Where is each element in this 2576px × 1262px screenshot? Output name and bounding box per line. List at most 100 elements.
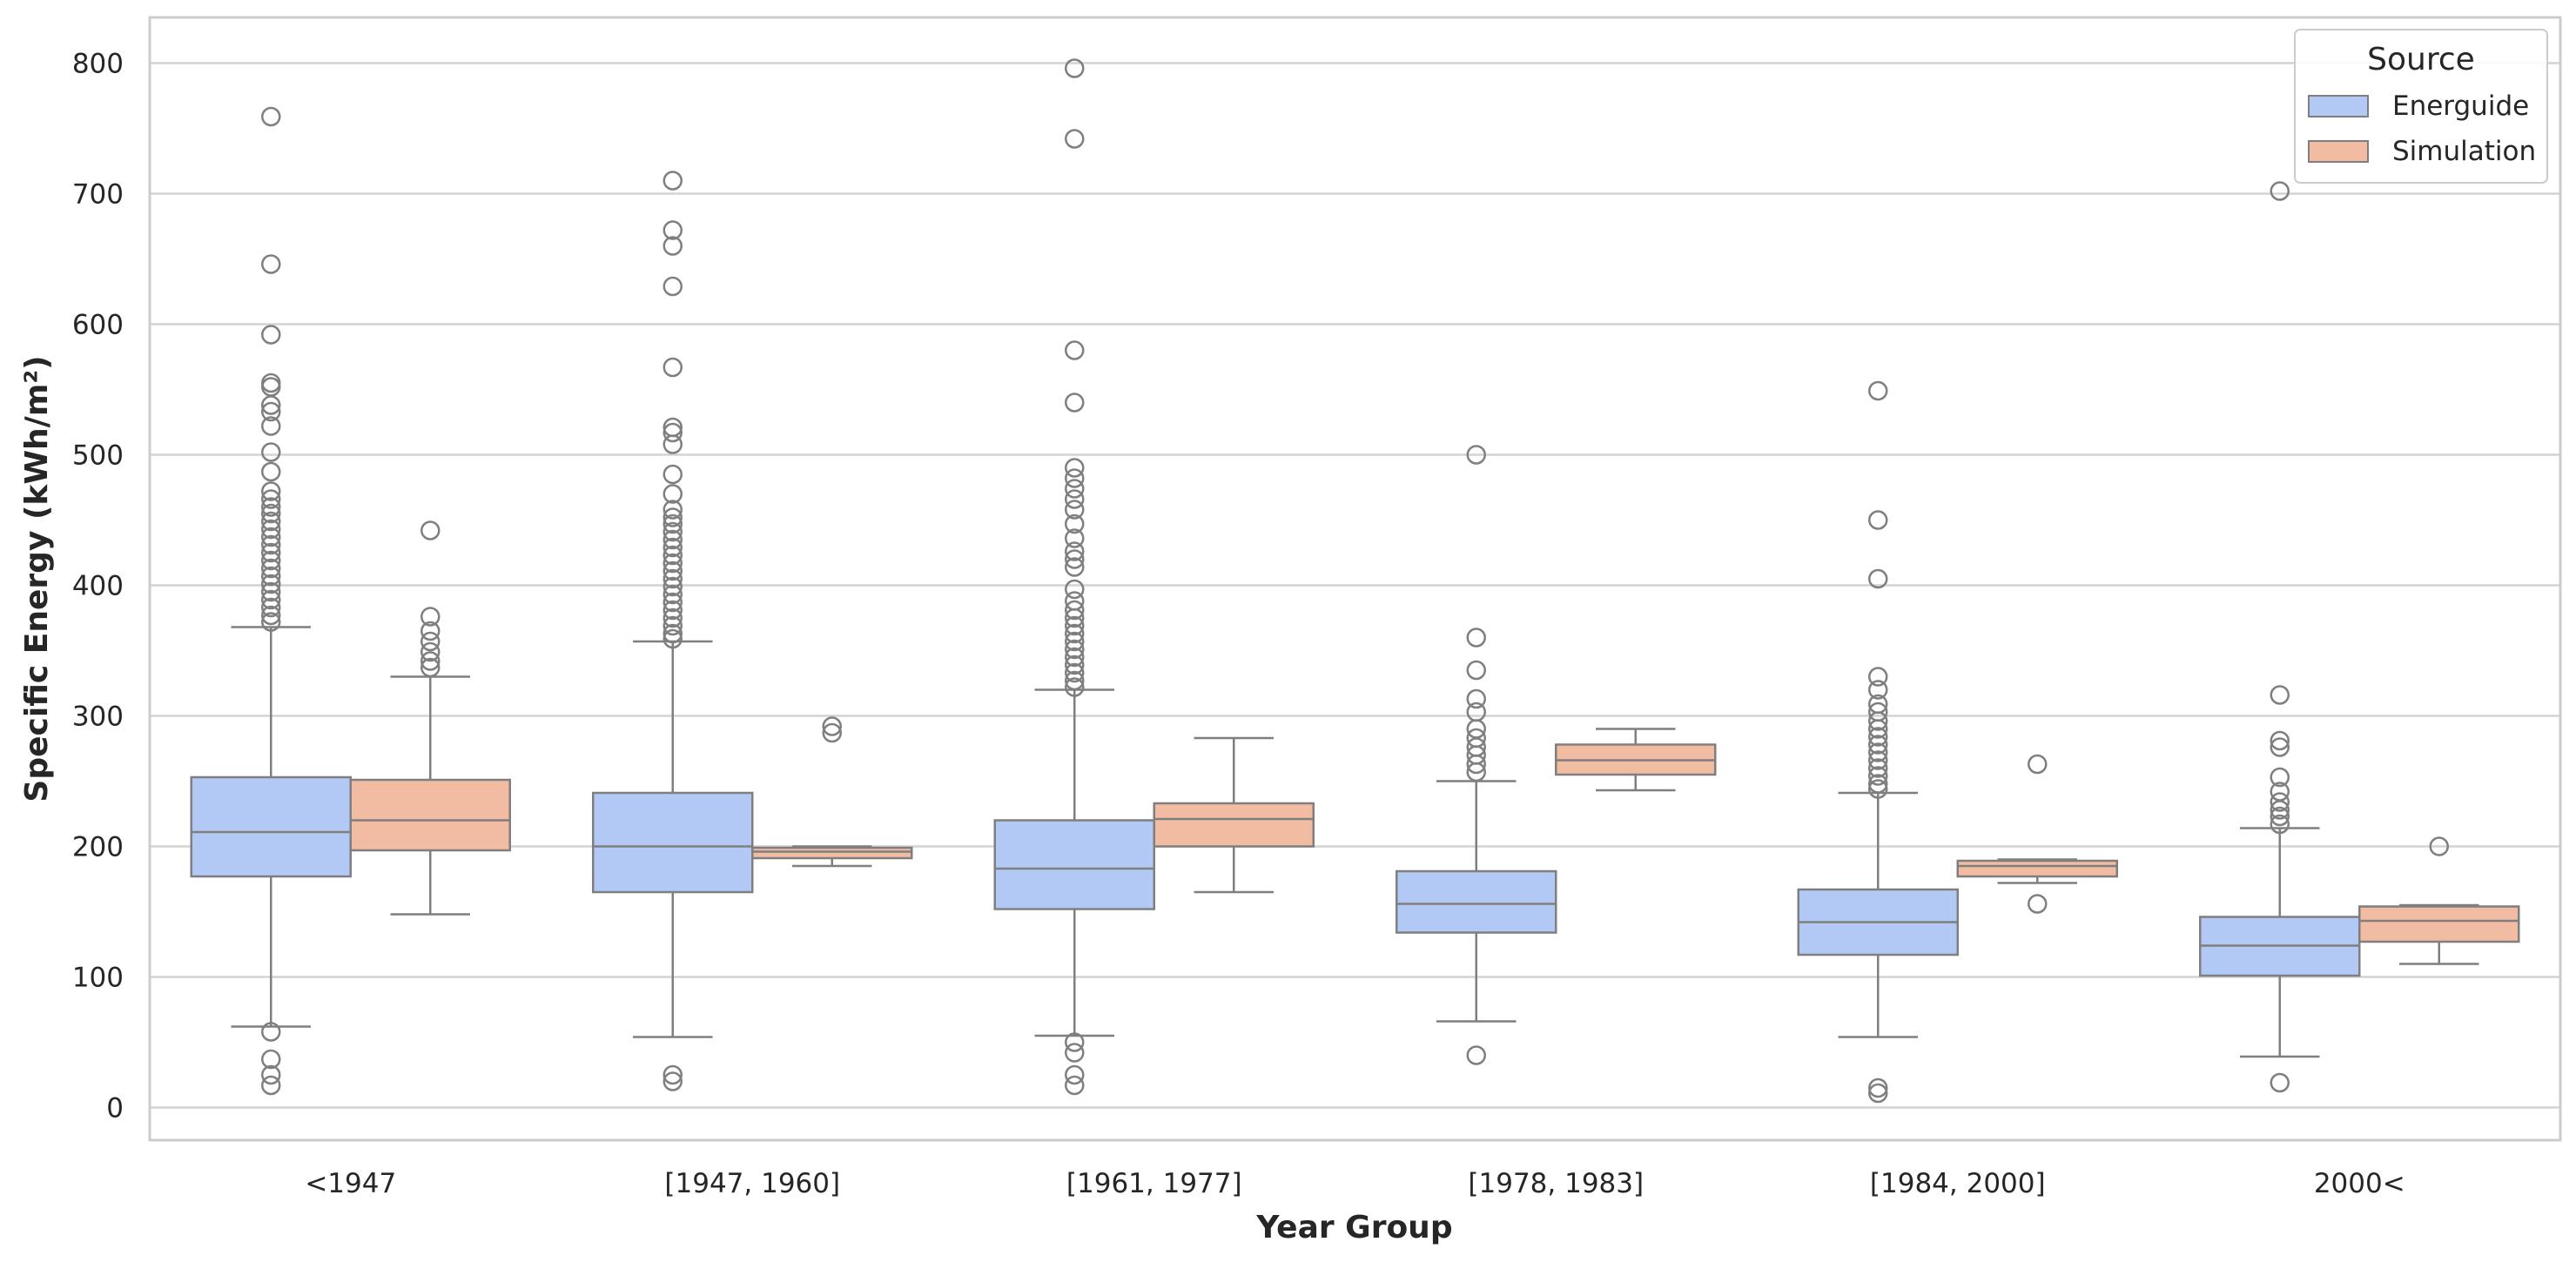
box-simulation	[751, 845, 913, 868]
y-tick-label: 300	[72, 701, 124, 733]
outlier-point	[1868, 766, 1888, 786]
box-simulation	[349, 675, 511, 916]
outlier-point	[662, 628, 683, 649]
outlier-point	[1065, 479, 1085, 499]
outlier-point	[2270, 685, 2290, 705]
outlier-point	[261, 566, 281, 587]
iqr-box	[993, 819, 1155, 910]
outlier-point	[2028, 894, 2048, 914]
outlier-point	[261, 589, 281, 610]
x-tick-label: [1978, 1983]	[1468, 1168, 1644, 1199]
outlier-point	[2270, 1072, 2290, 1093]
outlier-point	[1868, 758, 1888, 778]
iqr-box	[751, 846, 913, 860]
outlier-point	[261, 519, 281, 540]
iqr-box	[592, 791, 754, 894]
outlier-point	[662, 608, 683, 628]
outlier-point	[1065, 541, 1085, 561]
outlier-point	[261, 581, 281, 602]
y-tick-label: 0	[106, 1093, 124, 1124]
outlier-point	[662, 500, 683, 520]
outlier-point	[1868, 735, 1888, 755]
outlier-point	[420, 651, 441, 671]
outlier-point	[1065, 514, 1085, 534]
outlier-point	[662, 529, 683, 550]
outlier-point	[261, 511, 281, 532]
outlier-point	[1065, 600, 1085, 621]
legend-label-energuide: Energuide	[2392, 91, 2529, 122]
outlier-point	[420, 621, 441, 641]
outlier-point	[1065, 1064, 1085, 1085]
box-simulation	[1153, 736, 1315, 894]
outlier-point	[261, 497, 281, 517]
outlier-point	[2429, 836, 2449, 856]
outlier-point	[2270, 181, 2290, 201]
outlier-point	[1868, 510, 1888, 530]
outlier-point	[1868, 568, 1888, 589]
outlier-point	[1466, 660, 1486, 681]
iqr-box	[1153, 802, 1315, 848]
outlier-point	[662, 507, 683, 527]
outlier-point	[261, 527, 281, 547]
outlier-point	[1065, 528, 1085, 548]
outlier-point	[1466, 1045, 1486, 1065]
outlier-point	[261, 574, 281, 594]
outlier-point	[261, 489, 281, 509]
outlier-point	[1868, 667, 1888, 687]
outlier-point	[420, 607, 441, 627]
outlier-point	[420, 631, 441, 652]
outlier-point	[261, 461, 281, 482]
iqr-box	[1956, 859, 2118, 878]
outlier-point	[1065, 340, 1085, 360]
x-tick-label: [1984, 2000]	[1870, 1168, 2046, 1199]
y-axis-title: Specific Energy (kWh/m²)	[19, 355, 55, 802]
box-energuide	[2199, 827, 2361, 1058]
box-energuide	[1396, 780, 1557, 1023]
outlier-point	[1466, 754, 1486, 775]
outlier-point	[261, 1022, 281, 1042]
outlier-point	[1065, 631, 1085, 652]
legend: Source Energuide Simulation	[2294, 29, 2548, 184]
outlier-point	[1868, 1083, 1888, 1104]
x-axis-title: Year Group	[1255, 1210, 1452, 1245]
outlier-point	[261, 597, 281, 618]
outlier-point	[2028, 754, 2048, 775]
outlier-point	[1868, 1077, 1888, 1098]
outlier-point	[662, 357, 683, 378]
outlier-point	[662, 220, 683, 240]
outlier-point	[420, 520, 441, 540]
outlier-point	[662, 600, 683, 621]
outlier-point	[1065, 608, 1085, 628]
y-axis-ticks: 0 100 200 300 400 500 600 700 800	[72, 49, 124, 1124]
outlier-point	[261, 325, 281, 345]
outlier-point	[662, 236, 683, 256]
outlier-point	[261, 106, 281, 127]
boxes	[190, 626, 2520, 1058]
outlier-point	[2270, 767, 2290, 788]
outlier-point	[2270, 806, 2290, 827]
outlier-point	[662, 1071, 683, 1091]
outlier-point	[261, 558, 281, 579]
outlier-point	[1065, 670, 1085, 691]
outlier-point	[662, 1064, 683, 1085]
outlier-point	[662, 434, 683, 454]
outlier-point	[662, 576, 683, 597]
outlier-point	[1868, 742, 1888, 762]
outlier-point	[1868, 727, 1888, 747]
y-tick-label: 500	[72, 440, 124, 472]
outliers	[261, 58, 2449, 1104]
legend-swatch-energuide	[2308, 95, 2369, 117]
outlier-point	[1065, 579, 1085, 600]
box-energuide	[190, 626, 352, 1028]
outlier-point	[1065, 557, 1085, 577]
outlier-point	[1466, 762, 1486, 782]
outlier-point	[662, 584, 683, 605]
outlier-point	[662, 568, 683, 589]
x-axis-ticks: <1947 [1947, 1960] [1961, 1977] [1978, 1983…	[305, 1168, 2404, 1199]
outlier-point	[662, 521, 683, 542]
x-tick-label: <1947	[305, 1168, 396, 1199]
outlier-point	[261, 1075, 281, 1096]
outlier-point	[2270, 792, 2290, 812]
outlier-point	[1065, 393, 1085, 413]
